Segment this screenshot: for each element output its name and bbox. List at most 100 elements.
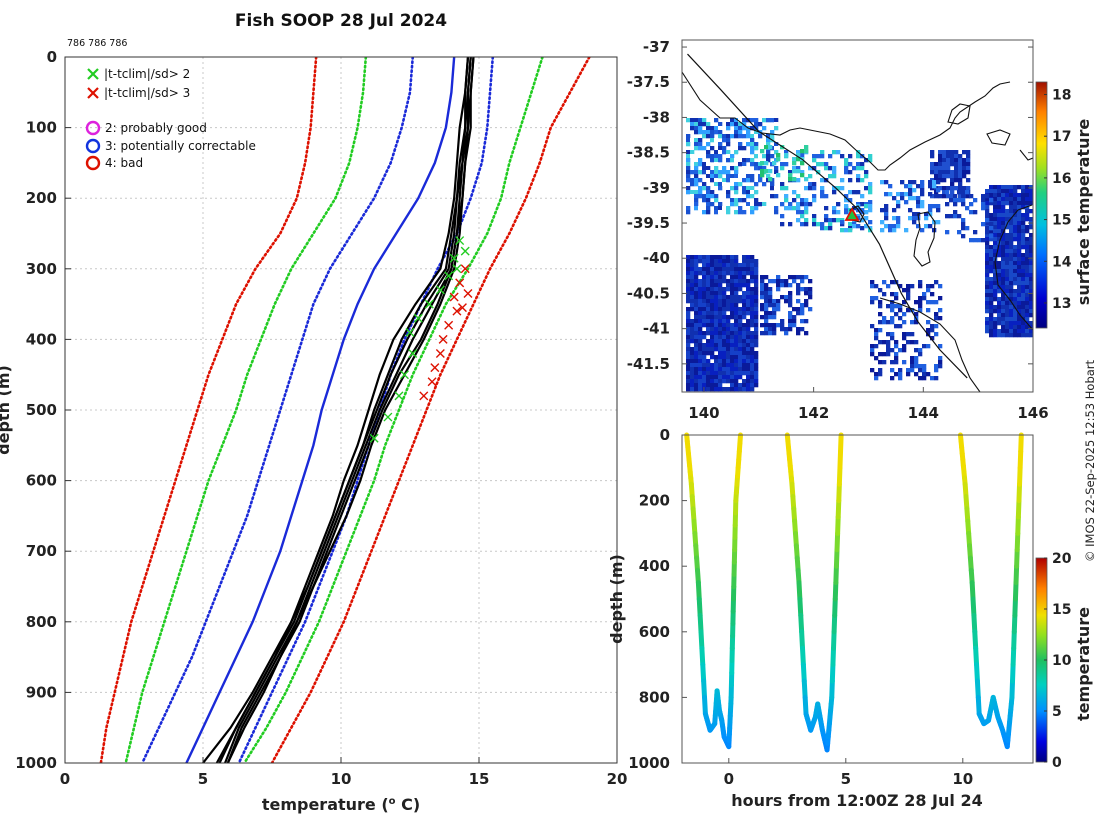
sst-cell xyxy=(906,372,911,377)
sst-cell xyxy=(730,255,735,260)
sst-cell xyxy=(902,344,907,349)
sst-cell xyxy=(706,126,711,131)
sst-cell xyxy=(742,311,747,316)
sst-cell xyxy=(1005,193,1010,198)
sst-cell xyxy=(686,295,691,300)
sst-cell xyxy=(690,118,695,123)
sst-cell xyxy=(718,295,723,300)
sst-cell xyxy=(1013,281,1018,286)
sst-cell xyxy=(730,267,735,272)
sst-cell xyxy=(702,311,707,316)
sst-cell xyxy=(788,311,793,316)
sst-cell xyxy=(718,331,723,336)
sst-cell xyxy=(1025,261,1030,266)
sst-cell xyxy=(804,145,809,150)
sst-cell xyxy=(768,177,773,182)
sst-cell xyxy=(726,267,731,272)
sst-cell xyxy=(750,271,755,276)
sst-cell xyxy=(690,327,695,332)
sst-cell xyxy=(1009,293,1014,298)
sst-cell xyxy=(718,255,723,260)
sst-cell xyxy=(702,307,707,312)
sst-cell xyxy=(690,287,695,292)
sst-cell xyxy=(690,138,695,143)
sst-cell xyxy=(938,162,943,167)
depth-track-segment xyxy=(1011,629,1017,651)
sst-cell xyxy=(985,221,990,226)
sst-cell xyxy=(1013,269,1018,274)
sst-cell xyxy=(920,180,925,185)
sst-cell xyxy=(997,281,1002,286)
sst-colorbar xyxy=(1035,81,1048,329)
sst-cell xyxy=(796,150,801,155)
sst-cell xyxy=(1025,201,1030,206)
sst-cell xyxy=(1001,237,1006,242)
sst-cell xyxy=(702,343,707,348)
sst-cell xyxy=(780,202,785,207)
sst-cell xyxy=(706,283,711,288)
sst-cell xyxy=(780,182,785,187)
sst-cell xyxy=(824,166,829,171)
sst-cell xyxy=(760,279,765,284)
sst-cell xyxy=(754,154,759,159)
sst-cell xyxy=(698,363,703,368)
sst-cell xyxy=(750,319,755,324)
sst-cell xyxy=(985,205,990,210)
sst-cell xyxy=(1029,301,1033,306)
sst-cell xyxy=(698,387,703,392)
sst-cell xyxy=(1017,197,1022,202)
sst-cell xyxy=(686,267,691,272)
sst-cell xyxy=(698,335,703,340)
sst-cell xyxy=(993,269,998,274)
sst-cell xyxy=(702,335,707,340)
sst-cell xyxy=(706,339,711,344)
sst-cell xyxy=(686,206,691,211)
sst-cell xyxy=(750,375,755,380)
sst-cell xyxy=(926,300,931,305)
sst-cell xyxy=(718,186,723,191)
sst-cell xyxy=(920,184,925,189)
sst-cell xyxy=(714,259,719,264)
sst-cell xyxy=(934,316,939,321)
sst-cell xyxy=(686,383,691,388)
sst-cell xyxy=(738,267,743,272)
map-y-tick-label: -37 xyxy=(643,38,670,56)
sst-cell xyxy=(989,301,994,306)
sst-cell xyxy=(993,197,998,202)
sst-cell xyxy=(742,359,747,364)
profile-y-label: depth (m) xyxy=(0,365,13,455)
sst-cell xyxy=(1021,261,1026,266)
sst-cell xyxy=(726,190,731,195)
sst-cell xyxy=(768,169,773,174)
sst-cell xyxy=(730,118,735,123)
sst-cell xyxy=(760,161,765,166)
sst-cell xyxy=(698,194,703,199)
sst-cell xyxy=(904,200,909,205)
sst-cell xyxy=(726,359,731,364)
sst-cell xyxy=(962,150,967,155)
sst-cell xyxy=(694,351,699,356)
sst-cell xyxy=(938,150,943,155)
sst-cell xyxy=(957,198,962,203)
sst-cell xyxy=(1025,293,1030,298)
sst-cell xyxy=(750,190,755,195)
sst-cell xyxy=(796,311,801,316)
sst-cell xyxy=(726,295,731,300)
sst-cell xyxy=(726,343,731,348)
sst-cell xyxy=(694,283,699,288)
sst-cell xyxy=(742,383,747,388)
sst-cell xyxy=(966,178,971,183)
depth-track-segment xyxy=(974,662,980,684)
sst-cell xyxy=(714,194,719,199)
sst-cell xyxy=(800,149,805,154)
sst-cell xyxy=(722,275,727,280)
sst-cell xyxy=(904,184,909,189)
sst-cell xyxy=(792,190,797,195)
sst-cell xyxy=(746,299,751,304)
sst-cell xyxy=(694,311,699,316)
sst-cell xyxy=(1017,289,1022,294)
sst-cell xyxy=(997,317,1002,322)
sst-cell xyxy=(746,303,751,308)
sst-cell xyxy=(868,200,873,205)
sst-cell xyxy=(780,323,785,328)
